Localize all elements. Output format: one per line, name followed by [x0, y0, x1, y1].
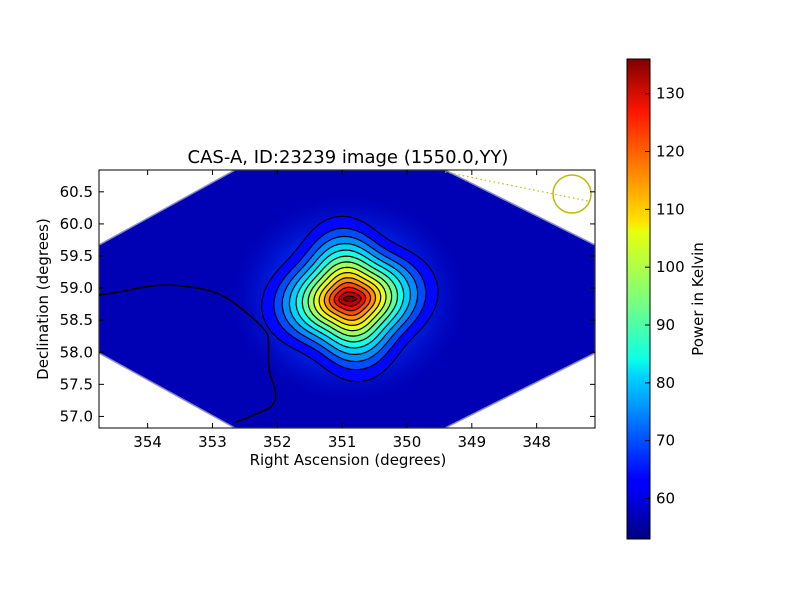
y-tick-label: 60.5: [60, 183, 93, 201]
x-tick-label: 353: [198, 433, 227, 451]
colorbar-tick-label: 80: [656, 374, 675, 392]
colorbar-tick-label: 70: [656, 432, 675, 450]
chart-title: CAS-A, ID:23239 image (1550.0,YY): [188, 147, 509, 168]
y-tick-label: 57.5: [60, 375, 93, 393]
x-tick-label: 349: [457, 433, 486, 451]
beam-leader-line: [444, 171, 589, 202]
y-axis-ticks: 57.0 57.5 58.0 58.5 59.0 59.5 60.0 60.5: [60, 183, 595, 425]
colorbar-tick-label: 110: [656, 200, 685, 218]
y-tick-label: 58.0: [60, 343, 93, 361]
beam-marker: [552, 174, 592, 214]
colorbar-gradient: [626, 58, 651, 540]
axes-frame: [98, 169, 596, 429]
colorbar-ticks: 60 70 80 90 100 110 120 130: [645, 85, 685, 508]
colorbar-tick-label: 120: [656, 143, 685, 161]
y-tick-label: 59.0: [60, 279, 93, 297]
plot-area: [99, 170, 595, 428]
y-axis-label: Declination (degrees): [34, 218, 52, 380]
y-tick-label: 60.0: [60, 215, 93, 233]
x-tick-label: 354: [133, 433, 162, 451]
y-tick-label: 58.5: [60, 311, 93, 329]
y-tick-label: 57.0: [60, 407, 93, 425]
x-tick-label: 348: [522, 433, 551, 451]
x-axis-ticks: 354 353 352 351 350 349 348: [133, 170, 551, 451]
colorbar-tick-label: 100: [656, 258, 685, 276]
colorbar-tick-label: 60: [656, 490, 675, 508]
contour-level: [342, 295, 357, 303]
x-tick-label: 351: [328, 433, 357, 451]
x-tick-label: 350: [393, 433, 422, 451]
y-tick-label: 59.5: [60, 247, 93, 265]
x-axis-label: Right Ascension (degrees): [250, 451, 447, 469]
colorbar-tick-label: 90: [656, 316, 675, 334]
colorbar-label: Power in Kelvin: [689, 242, 707, 356]
colorbar-tick-label: 130: [656, 85, 685, 103]
x-tick-label: 352: [263, 433, 292, 451]
low-level-contour: [99, 284, 277, 423]
colorbar: 60 70 80 90 100 110 120 130 Power in Kelvin: [626, 58, 707, 540]
contour-group: [260, 215, 439, 383]
